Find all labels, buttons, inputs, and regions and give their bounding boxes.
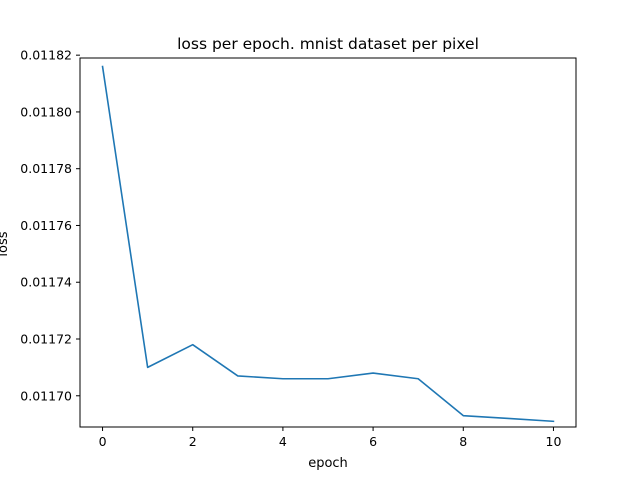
chart-title: loss per epoch. mnist dataset per pixel [177, 35, 479, 53]
x-tick-label: 0 [99, 434, 107, 449]
y-tick-label: 0.01172 [20, 332, 72, 347]
x-tick-label: 8 [459, 434, 467, 449]
y-tick-label: 0.01176 [20, 218, 72, 233]
y-axis-label: loss [0, 231, 11, 256]
y-axis-ticks: 0.01170 0.01172 0.01174 0.01176 0.01178 0.011… [20, 48, 80, 403]
x-tick-label: 2 [189, 434, 197, 449]
x-axis-label: epoch [308, 456, 348, 471]
series-line-0 [101, 65, 555, 423]
x-tick-label: 10 [546, 434, 562, 449]
y-tick-label: 0.01180 [20, 104, 72, 119]
x-tick-label: 6 [369, 434, 377, 449]
series-layer [101, 65, 555, 423]
plot-frame [79, 57, 577, 428]
y-tick-label: 0.01182 [20, 48, 72, 63]
y-tick-label: 0.01174 [20, 275, 72, 290]
x-axis-ticks: 0 2 4 6 8 10 [99, 427, 562, 449]
x-tick-label: 4 [279, 434, 287, 449]
y-tick-label: 0.01170 [20, 388, 72, 403]
y-tick-label: 0.01178 [20, 161, 72, 176]
